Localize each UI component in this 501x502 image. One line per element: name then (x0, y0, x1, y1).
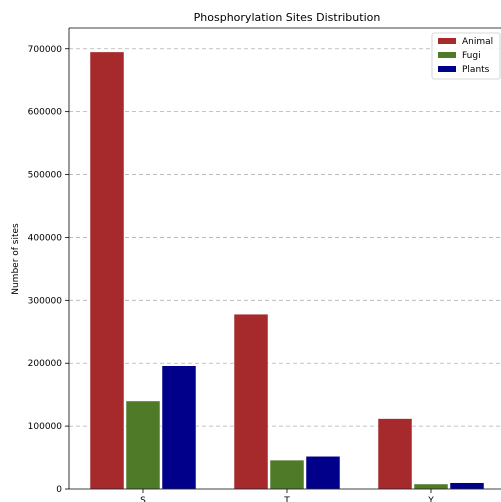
axes: 0 100000 200000 300000 400000 500000 600000 700… (28, 27, 501, 502)
x-tick-label: S (140, 496, 146, 502)
legend: Animal Fugi Plants (431, 32, 501, 80)
bar-animal-t (233, 313, 269, 490)
y-axis-title: Number of sites (11, 223, 21, 295)
bar-animal-s (89, 51, 125, 490)
y-tick-label: 100000 (28, 422, 63, 432)
legend-swatch-plants (438, 66, 456, 72)
bar-fugi-t (269, 459, 305, 490)
bar-fugi-y (413, 483, 449, 490)
legend-label-fugi: Fugi (462, 51, 481, 61)
legend-swatch-fugi (438, 52, 456, 58)
chart-title: Phosphorylation Sites Distribution (194, 11, 381, 24)
legend-label-animal: Animal (462, 37, 493, 47)
y-tick-label: 0 (56, 485, 62, 495)
bars (89, 51, 485, 490)
y-tick-label: 400000 (28, 233, 63, 243)
y-tick-label: 500000 (28, 171, 63, 181)
bar-plants-y (449, 482, 485, 490)
y-tick-label: 300000 (28, 296, 63, 306)
bar-plants-s (161, 365, 197, 490)
bar-animal-y (377, 418, 413, 490)
x-tick-label: T (283, 496, 290, 502)
y-tick-label: 600000 (28, 108, 63, 118)
gridlines (69, 48, 501, 427)
legend-label-plants: Plants (462, 65, 490, 75)
y-tick-label: 700000 (28, 45, 63, 55)
bar-plants-t (305, 456, 341, 490)
y-tick-label: 200000 (28, 359, 63, 369)
x-tick-label: Y (427, 496, 434, 502)
bar-fugi-s (125, 400, 161, 490)
legend-swatch-animal (438, 38, 456, 44)
